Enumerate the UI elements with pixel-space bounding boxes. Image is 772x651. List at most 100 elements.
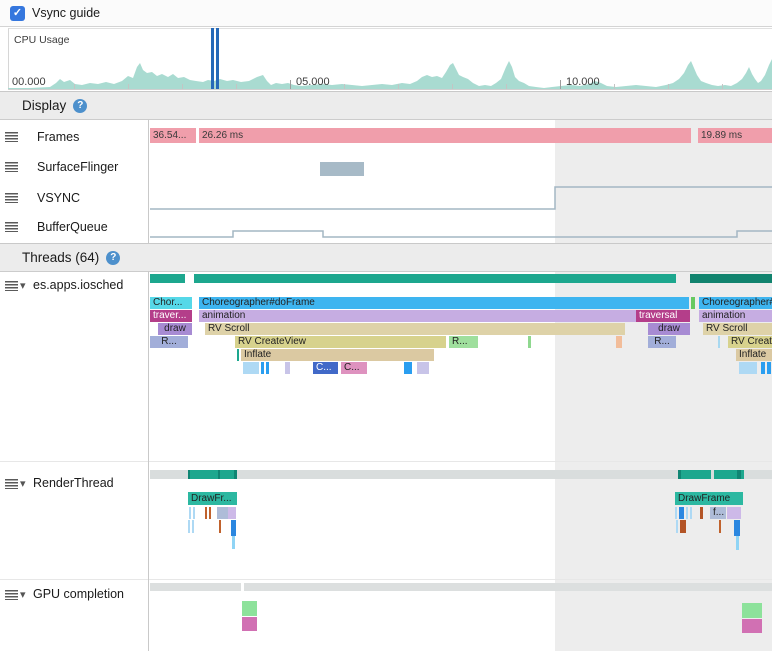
trace-bar[interactable] xyxy=(680,520,686,533)
trace-bar[interactable] xyxy=(188,470,190,479)
label-column-divider[interactable] xyxy=(148,271,149,651)
help-icon[interactable]: ? xyxy=(73,98,88,113)
trace-bar[interactable]: DrawFr... xyxy=(188,492,237,505)
drag-handle-icon[interactable] xyxy=(5,281,18,291)
trace-bar[interactable] xyxy=(681,470,711,479)
trace-bar[interactable] xyxy=(320,162,364,176)
drag-handle-icon[interactable] xyxy=(5,479,18,489)
drag-handle-icon[interactable] xyxy=(5,162,18,172)
thread-label-renderthread[interactable]: RenderThread xyxy=(33,476,114,490)
trace-bar[interactable] xyxy=(150,470,772,479)
chevron-down-icon[interactable]: ▾ xyxy=(20,280,26,292)
trace-bar[interactable] xyxy=(678,470,681,479)
trace-bar[interactable] xyxy=(691,297,695,309)
trace-bar[interactable]: RV Scroll xyxy=(703,323,772,335)
trace-bar[interactable] xyxy=(218,470,220,479)
display-section-header[interactable]: Display ? xyxy=(0,91,772,120)
trace-bar[interactable]: 19.89 ms xyxy=(698,128,772,143)
trace-bar[interactable] xyxy=(193,507,195,519)
drag-handle-icon[interactable] xyxy=(5,222,18,232)
trace-bar[interactable] xyxy=(234,470,237,479)
trace-bar[interactable] xyxy=(676,520,678,533)
trace-bar[interactable]: traver... xyxy=(150,310,192,322)
trace-bar[interactable]: traversal xyxy=(636,310,690,322)
thread-label-gpu-completion[interactable]: GPU completion xyxy=(33,587,125,601)
trace-bar[interactable] xyxy=(675,507,677,519)
trace-bar[interactable] xyxy=(686,507,688,519)
trace-bar[interactable] xyxy=(761,362,765,374)
chevron-down-icon[interactable]: ▾ xyxy=(20,478,26,490)
trace-bar[interactable] xyxy=(209,507,211,519)
trace-bar[interactable]: RV CreateView xyxy=(235,336,446,348)
label-column-divider[interactable] xyxy=(148,120,149,243)
trace-bar[interactable]: Choreographer#doFrame xyxy=(699,297,772,309)
trace-bar[interactable] xyxy=(242,617,257,631)
cpu-usage-panel[interactable] xyxy=(8,28,772,90)
trace-bar[interactable] xyxy=(734,520,740,536)
trace-bar[interactable] xyxy=(219,520,221,533)
trace-bar[interactable] xyxy=(242,601,257,616)
trace-bar[interactable] xyxy=(244,583,772,591)
trace-bar[interactable] xyxy=(150,583,241,591)
track-label-vsync[interactable]: VSYNC xyxy=(37,191,81,205)
trace-bar[interactable] xyxy=(192,520,194,533)
trace-bar[interactable] xyxy=(266,362,269,374)
track-label-frames[interactable]: Frames xyxy=(37,130,80,144)
trace-bar[interactable] xyxy=(417,362,429,374)
trace-bar[interactable]: animation xyxy=(699,310,772,322)
trace-bar[interactable]: f... xyxy=(710,507,726,519)
drag-handle-icon[interactable] xyxy=(5,132,18,142)
trace-bar[interactable]: RV CreateView xyxy=(728,336,772,348)
trace-bar[interactable] xyxy=(528,336,531,348)
trace-bar[interactable] xyxy=(742,619,762,633)
trace-bar[interactable] xyxy=(737,470,741,479)
trace-bar[interactable] xyxy=(742,603,762,618)
trace-bar[interactable] xyxy=(741,470,744,479)
trace-bar[interactable]: DrawFrame xyxy=(675,492,743,505)
trace-bar[interactable]: C... xyxy=(341,362,367,374)
trace-bar[interactable] xyxy=(232,536,235,549)
thread-label-iosched[interactable]: es.apps.iosched xyxy=(33,278,124,292)
trace-bar[interactable]: Inflate xyxy=(241,349,434,361)
trace-bar[interactable]: Choreographer#doFrame xyxy=(199,297,689,309)
trace-bar[interactable] xyxy=(719,520,721,533)
trace-bar[interactable] xyxy=(243,362,259,374)
trace-bar[interactable]: R... xyxy=(449,336,478,348)
trace-bar[interactable] xyxy=(189,507,191,519)
trace-bar[interactable] xyxy=(616,336,622,348)
trace-bar[interactable]: Chor... xyxy=(150,297,192,309)
help-icon[interactable]: ? xyxy=(106,250,121,265)
drag-handle-icon[interactable] xyxy=(5,590,18,600)
trace-bar[interactable] xyxy=(231,520,236,536)
threads-section-header[interactable]: Threads (64) ? xyxy=(0,243,772,272)
trace-bar[interactable] xyxy=(194,274,676,283)
trace-bar[interactable]: draw xyxy=(648,323,690,335)
trace-bar[interactable]: RV Scroll xyxy=(205,323,625,335)
trace-bar[interactable] xyxy=(190,470,218,479)
trace-bar[interactable]: Inflate xyxy=(736,349,772,361)
trace-bar[interactable] xyxy=(679,507,684,519)
trace-bar[interactable] xyxy=(220,470,234,479)
trace-bar[interactable] xyxy=(736,536,739,550)
trace-bar[interactable] xyxy=(404,362,412,374)
trace-bar[interactable]: C... xyxy=(313,362,338,374)
trace-bar[interactable]: animation xyxy=(199,310,636,322)
trace-bar[interactable] xyxy=(237,349,239,361)
trace-bar[interactable]: 26.26 ms xyxy=(199,128,691,143)
trace-bar[interactable] xyxy=(188,520,190,533)
trace-bar[interactable] xyxy=(217,507,228,519)
drag-handle-icon[interactable] xyxy=(5,193,18,203)
trace-bar[interactable] xyxy=(714,470,737,479)
trace-bar[interactable] xyxy=(690,507,692,519)
trace-bar[interactable] xyxy=(767,362,771,374)
trace-bar[interactable] xyxy=(285,362,290,374)
trace-bar[interactable] xyxy=(718,336,720,348)
chevron-down-icon[interactable]: ▾ xyxy=(20,589,26,601)
trace-bar[interactable] xyxy=(150,274,185,283)
track-label-surfaceflinger[interactable]: SurfaceFlinger xyxy=(37,160,119,174)
trace-bar[interactable] xyxy=(690,274,772,283)
trace-bar[interactable] xyxy=(739,362,757,374)
vsync-guide-checkbox[interactable]: ✓ xyxy=(10,5,25,21)
trace-bar[interactable] xyxy=(205,507,207,519)
trace-bar[interactable]: R... xyxy=(648,336,676,348)
